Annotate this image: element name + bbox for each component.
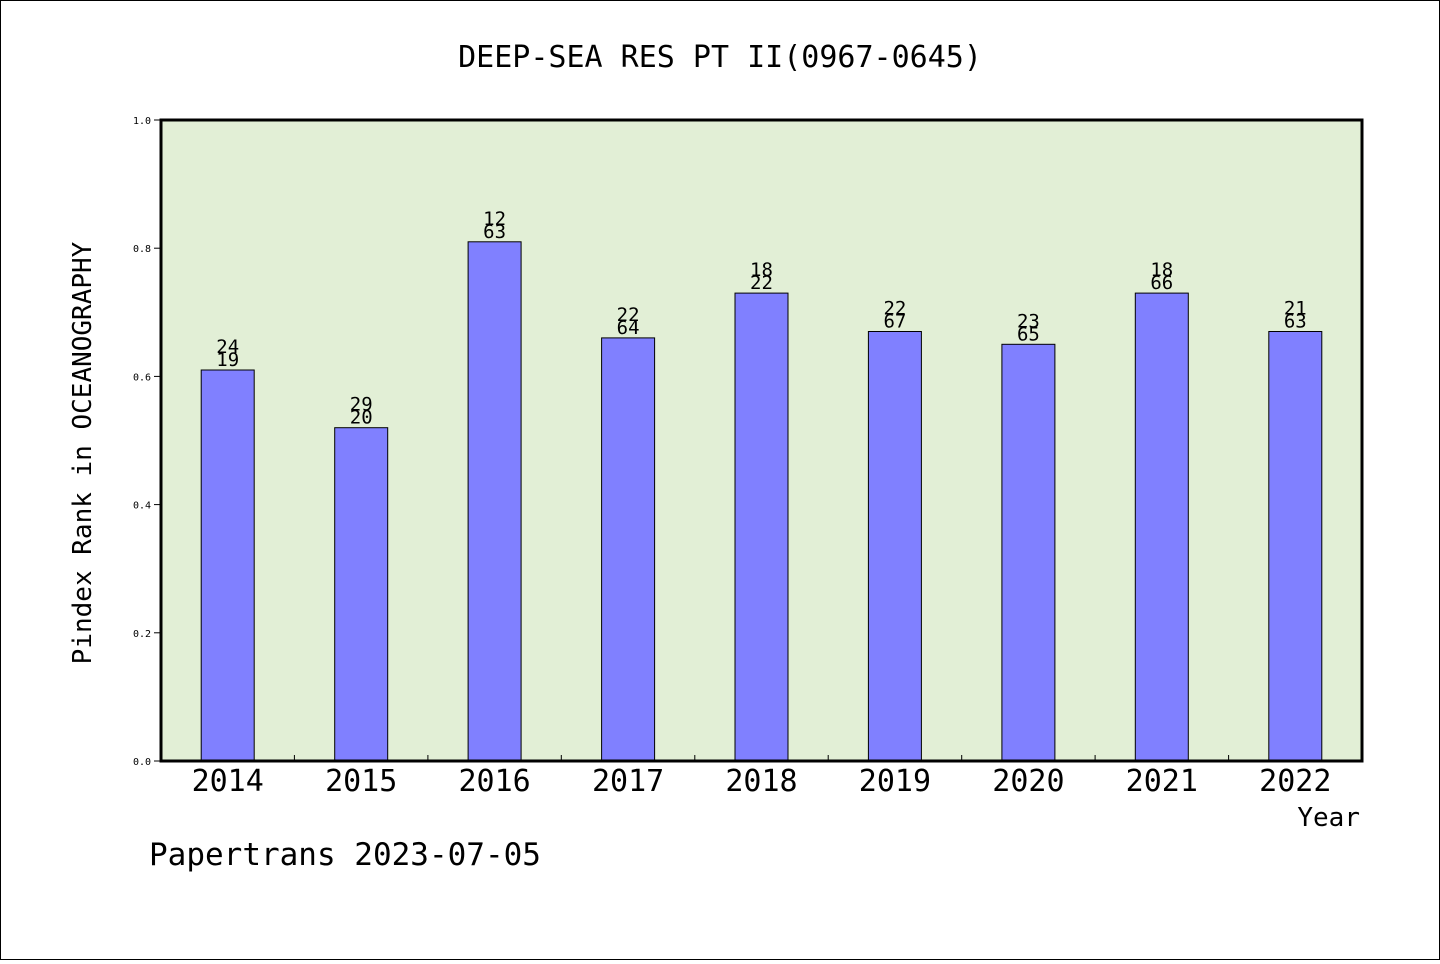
bar-label-bottom: 19 <box>216 349 239 371</box>
bar-label-bottom: 66 <box>1150 272 1173 294</box>
bar-label-bottom: 63 <box>1284 311 1307 333</box>
bar-label-top: 22 <box>617 304 640 326</box>
x-tick-label: 2020 <box>992 764 1064 799</box>
bar-label-top: 21 <box>1284 298 1307 320</box>
y-tick-label: 1.0 <box>133 116 151 127</box>
y-tick-label: 0.0 <box>133 757 151 768</box>
bar-2017 <box>601 337 656 762</box>
y-axis-ticks: 0.0 0.2 0.4 0.6 0.8 1.0 <box>133 116 161 768</box>
bar-2021 <box>1134 292 1189 762</box>
y-tick-label: 0.6 <box>133 372 151 383</box>
y-tick-label: 0.4 <box>133 501 151 512</box>
bars-group <box>200 241 1323 762</box>
x-tick-label: 2019 <box>859 764 931 799</box>
x-tick-label: 2017 <box>592 764 664 799</box>
x-axis-ticks: 2014 2015 2016 2017 2018 2019 2020 2021 2022 <box>192 755 1331 799</box>
bar-label-bottom: 63 <box>483 221 506 243</box>
bar-label-top: 18 <box>750 259 773 281</box>
bar-label-top: 22 <box>883 298 906 320</box>
bar-label-bottom: 20 <box>350 407 373 429</box>
bar-label-top: 18 <box>1150 259 1173 281</box>
bar-2018 <box>734 292 789 762</box>
x-tick-label: 2014 <box>192 764 264 799</box>
bar-2014 <box>200 369 255 762</box>
bar-label-bottom: 22 <box>750 272 773 294</box>
x-tick-label: 2016 <box>458 764 530 799</box>
plot-border <box>159 118 1364 763</box>
bar-2016 <box>467 241 522 762</box>
bar-label-top: 24 <box>216 336 239 358</box>
bar-2015 <box>334 427 389 762</box>
y-tick-label: 0.8 <box>133 244 151 255</box>
y-tick-label: 0.2 <box>133 629 151 640</box>
bar-label-bottom: 65 <box>1017 323 1040 345</box>
x-tick-label: 2015 <box>325 764 397 799</box>
y-axis-label: Pindex Rank in OCEANOGRAPHY <box>68 241 98 664</box>
footer-credit: Papertrans 2023-07-05 <box>149 837 541 873</box>
bar-label-top: 29 <box>350 394 373 416</box>
bar-2022 <box>1268 331 1323 762</box>
chart-title: DEEP-SEA RES PT II(0967-0645) <box>458 40 982 75</box>
x-tick-label: 2022 <box>1259 764 1331 799</box>
bar-2019 <box>867 331 922 762</box>
x-axis-label: Year <box>1297 803 1360 833</box>
bar-2020 <box>1001 343 1056 762</box>
bar-label-bottom: 67 <box>883 311 906 333</box>
bar-label-top: 23 <box>1017 310 1040 332</box>
x-tick-label: 2021 <box>1126 764 1198 799</box>
bar-label-top: 12 <box>483 208 506 230</box>
bar-label-bottom: 64 <box>617 317 640 339</box>
x-tick-label: 2018 <box>725 764 797 799</box>
